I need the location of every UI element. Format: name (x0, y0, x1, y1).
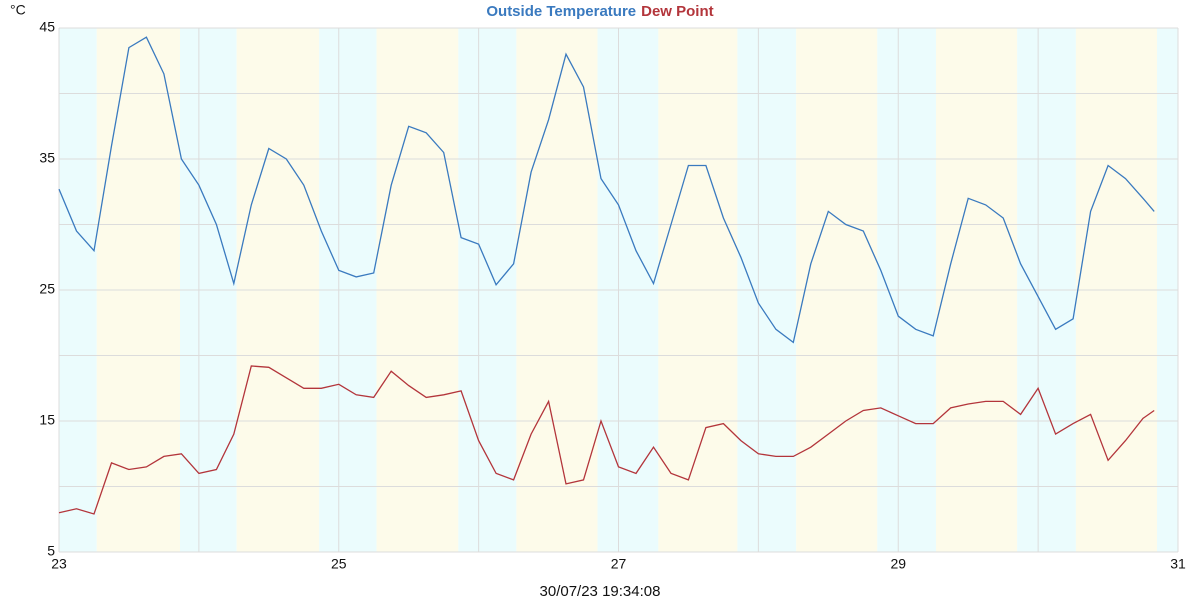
y-tick-label: 45 (39, 19, 55, 35)
x-tick-label: 23 (51, 556, 67, 572)
legend-entry: Dew Point (641, 3, 714, 20)
chart-title-legend: Outside Temperature Dew Point (486, 3, 713, 20)
y-tick-label: 5 (47, 543, 55, 559)
x-tick-label: 29 (890, 556, 906, 572)
series-line (58, 365, 1155, 515)
x-tick-label: 25 (331, 556, 347, 572)
y-tick-label: 25 (39, 281, 55, 297)
x-tick-label: 31 (1170, 556, 1186, 572)
y-tick-label: 35 (39, 150, 55, 166)
x-tick-label: 27 (611, 556, 627, 572)
y-unit: °C (10, 2, 26, 18)
y-tick-label: 15 (39, 412, 55, 428)
footer-timestamp: 30/07/23 19:34:08 (540, 583, 661, 600)
legend-entry: Outside Temperature (486, 3, 636, 20)
series-line (58, 36, 1155, 344)
